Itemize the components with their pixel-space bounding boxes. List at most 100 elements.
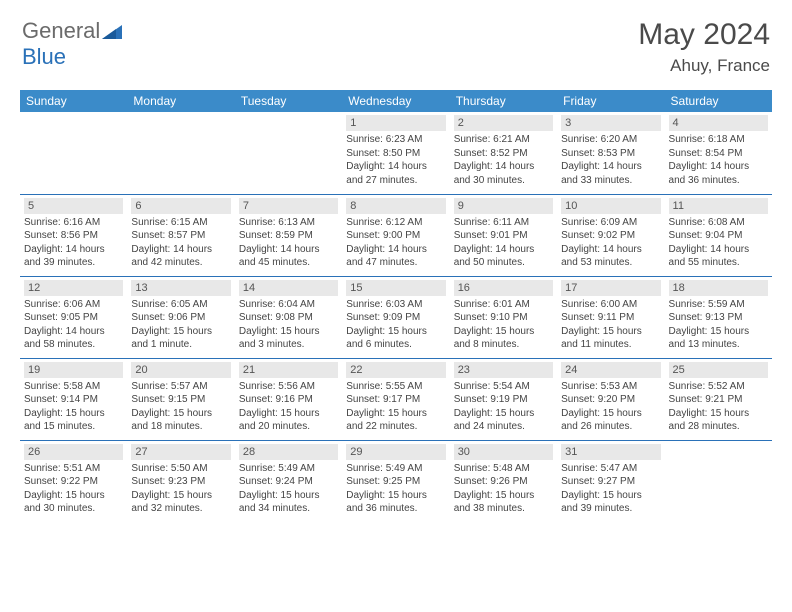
daylight-line1: Daylight: 15 hours <box>131 325 230 339</box>
day-cell: 28Sunrise: 5:49 AMSunset: 9:24 PMDayligh… <box>235 440 342 522</box>
day-cell: 13Sunrise: 6:05 AMSunset: 9:06 PMDayligh… <box>127 276 234 358</box>
daylight-line2: and 47 minutes. <box>346 256 445 270</box>
daylight-line1: Daylight: 15 hours <box>239 489 338 503</box>
day-cell: 2 Sunrise: 6:21 AMSunset: 8:52 PMDaylight… <box>450 112 557 194</box>
sunset-text: Sunset: 9:23 PM <box>131 475 230 489</box>
daylight-line2: and 53 minutes. <box>561 256 660 270</box>
daylight-line2: and 38 minutes. <box>454 502 553 516</box>
daylight-line1: Daylight: 14 hours <box>561 160 660 174</box>
daylight-line2: and 30 minutes. <box>24 502 123 516</box>
day-number: 8 <box>346 198 445 214</box>
sunset-text: Sunset: 9:16 PM <box>239 393 338 407</box>
daylight-line1: Daylight: 14 hours <box>454 160 553 174</box>
daylight-line2: and 39 minutes. <box>24 256 123 270</box>
daylight-line1: Daylight: 15 hours <box>669 407 768 421</box>
day-info: Sunrise: 6:21 AMSunset: 8:52 PMDaylight:… <box>454 133 553 187</box>
sunset-text: Sunset: 9:09 PM <box>346 311 445 325</box>
day-info: Sunrise: 5:51 AMSunset: 9:22 PMDaylight:… <box>24 462 123 516</box>
day-number: 4 <box>669 115 768 131</box>
day-cell: 20 Sunrise: 5:57 AMSunset: 9:15 PMDayligh… <box>127 358 234 440</box>
daylight-line1: Daylight: 14 hours <box>346 160 445 174</box>
month-title: May 2024 <box>638 18 770 52</box>
sunrise-text: Sunrise: 6:11 AM <box>454 216 553 230</box>
daylight-line1: Daylight: 14 hours <box>131 243 230 257</box>
header: General May 2024 Ahuy, France <box>0 0 792 84</box>
day-header-wednesday: Wednesday <box>342 90 449 112</box>
day-cell: 25 Sunrise: 5:52 AMSunset: 9:21 PMDayligh… <box>665 358 772 440</box>
day-cell: 10Sunrise: 6:09 AMSunset: 9:02 PMDayligh… <box>557 194 664 276</box>
day-cell: 29Sunrise: 5:49 AMSunset: 9:25 PMDayligh… <box>342 440 449 522</box>
daylight-line2: and 8 minutes. <box>454 338 553 352</box>
day-number: 27 <box>131 444 230 460</box>
day-number: 13 <box>131 280 230 296</box>
empty-cell <box>665 440 772 522</box>
daylight-line2: and 3 minutes. <box>239 338 338 352</box>
daylight-line1: Daylight: 14 hours <box>669 243 768 257</box>
daylight-line1: Daylight: 15 hours <box>561 407 660 421</box>
day-info: Sunrise: 5:57 AMSunset: 9:15 PMDaylight:… <box>131 380 230 434</box>
week-row: 5Sunrise: 6:16 AMSunset: 8:56 PMDaylight… <box>20 194 772 276</box>
sunrise-text: Sunrise: 5:58 AM <box>24 380 123 394</box>
day-cell: 1 Sunrise: 6:23 AMSunset: 8:50 PMDaylight… <box>342 112 449 194</box>
day-cell: 9Sunrise: 6:11 AMSunset: 9:01 PMDaylight… <box>450 194 557 276</box>
sunrise-text: Sunrise: 6:01 AM <box>454 298 553 312</box>
day-number: 16 <box>454 280 553 296</box>
sunset-text: Sunset: 9:11 PM <box>561 311 660 325</box>
daylight-line1: Daylight: 15 hours <box>454 325 553 339</box>
day-info: Sunrise: 6:00 AMSunset: 9:11 PMDaylight:… <box>561 298 660 352</box>
sunset-text: Sunset: 8:59 PM <box>239 229 338 243</box>
day-cell: 15Sunrise: 6:03 AMSunset: 9:09 PMDayligh… <box>342 276 449 358</box>
day-number: 1 <box>346 115 445 131</box>
daylight-line2: and 58 minutes. <box>24 338 123 352</box>
day-number: 2 <box>454 115 553 131</box>
daylight-line1: Daylight: 14 hours <box>239 243 338 257</box>
sunset-text: Sunset: 8:54 PM <box>669 147 768 161</box>
day-cell: 22Sunrise: 5:55 AMSunset: 9:17 PMDayligh… <box>342 358 449 440</box>
daylight-line1: Daylight: 14 hours <box>669 160 768 174</box>
calendar-table: SundayMondayTuesdayWednesdayThursdayFrid… <box>20 90 772 522</box>
week-row: 12Sunrise: 6:06 AMSunset: 9:05 PMDayligh… <box>20 276 772 358</box>
location: Ahuy, France <box>638 56 770 76</box>
daylight-line2: and 15 minutes. <box>24 420 123 434</box>
daylight-line1: Daylight: 14 hours <box>24 243 123 257</box>
sunrise-text: Sunrise: 6:23 AM <box>346 133 445 147</box>
day-info: Sunrise: 6:04 AMSunset: 9:08 PMDaylight:… <box>239 298 338 352</box>
day-number: 5 <box>24 198 123 214</box>
day-cell: 18Sunrise: 5:59 AMSunset: 9:13 PMDayligh… <box>665 276 772 358</box>
day-cell: 12Sunrise: 6:06 AMSunset: 9:05 PMDayligh… <box>20 276 127 358</box>
day-cell: 26Sunrise: 5:51 AMSunset: 9:22 PMDayligh… <box>20 440 127 522</box>
sunset-text: Sunset: 9:08 PM <box>239 311 338 325</box>
sunrise-text: Sunrise: 6:00 AM <box>561 298 660 312</box>
daylight-line1: Daylight: 15 hours <box>346 325 445 339</box>
day-info: Sunrise: 5:54 AMSunset: 9:19 PMDaylight:… <box>454 380 553 434</box>
day-number: 20 <box>131 362 230 378</box>
sunset-text: Sunset: 8:50 PM <box>346 147 445 161</box>
day-number: 6 <box>131 198 230 214</box>
sunset-text: Sunset: 9:21 PM <box>669 393 768 407</box>
day-number: 17 <box>561 280 660 296</box>
day-info: Sunrise: 5:55 AMSunset: 9:17 PMDaylight:… <box>346 380 445 434</box>
sunrise-text: Sunrise: 5:49 AM <box>239 462 338 476</box>
day-header-saturday: Saturday <box>665 90 772 112</box>
day-info: Sunrise: 5:58 AMSunset: 9:14 PMDaylight:… <box>24 380 123 434</box>
day-header-friday: Friday <box>557 90 664 112</box>
day-number: 3 <box>561 115 660 131</box>
sunset-text: Sunset: 9:17 PM <box>346 393 445 407</box>
sunset-text: Sunset: 8:56 PM <box>24 229 123 243</box>
day-info: Sunrise: 5:52 AMSunset: 9:21 PMDaylight:… <box>669 380 768 434</box>
sunrise-text: Sunrise: 5:56 AM <box>239 380 338 394</box>
day-info: Sunrise: 5:48 AMSunset: 9:26 PMDaylight:… <box>454 462 553 516</box>
daylight-line1: Daylight: 15 hours <box>669 325 768 339</box>
day-cell: 21Sunrise: 5:56 AMSunset: 9:16 PMDayligh… <box>235 358 342 440</box>
sunset-text: Sunset: 9:05 PM <box>24 311 123 325</box>
day-number: 31 <box>561 444 660 460</box>
sunset-text: Sunset: 9:27 PM <box>561 475 660 489</box>
day-number: 21 <box>239 362 338 378</box>
day-cell: 3Sunrise: 6:20 AMSunset: 8:53 PMDaylight… <box>557 112 664 194</box>
daylight-line1: Daylight: 15 hours <box>131 407 230 421</box>
sunrise-text: Sunrise: 5:47 AM <box>561 462 660 476</box>
week-row: 26Sunrise: 5:51 AMSunset: 9:22 PMDayligh… <box>20 440 772 522</box>
day-info: Sunrise: 5:50 AMSunset: 9:23 PMDaylight:… <box>131 462 230 516</box>
day-number: 25 <box>669 362 768 378</box>
sunrise-text: Sunrise: 6:20 AM <box>561 133 660 147</box>
